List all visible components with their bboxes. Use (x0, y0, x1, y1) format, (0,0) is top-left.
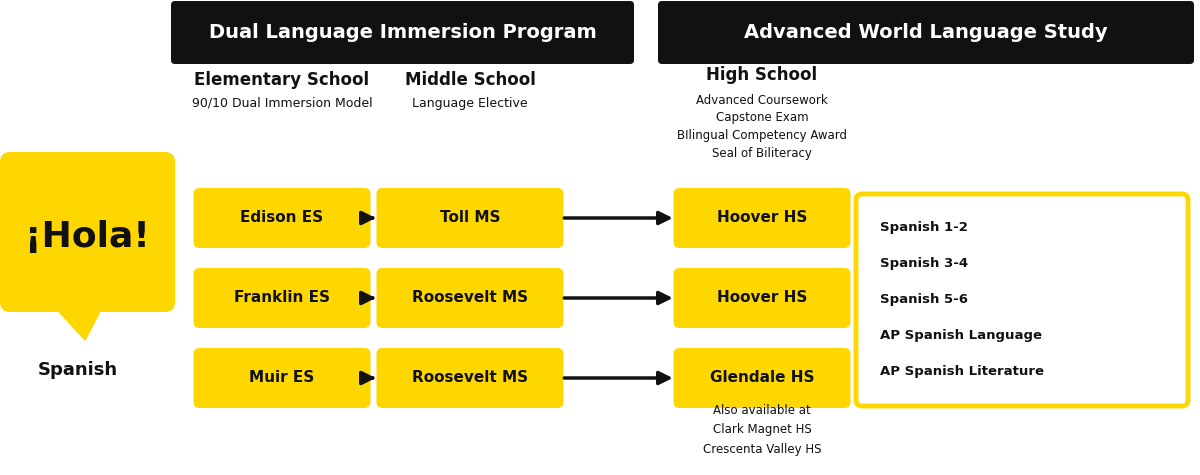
Text: High School: High School (707, 66, 817, 84)
Text: Franklin ES: Franklin ES (234, 291, 330, 305)
Text: AP Spanish Literature: AP Spanish Literature (880, 365, 1044, 379)
Text: BIlingual Competency Award: BIlingual Competency Award (677, 130, 847, 142)
Text: Advanced Coursework: Advanced Coursework (696, 94, 828, 106)
Text: AP Spanish Language: AP Spanish Language (880, 330, 1042, 342)
FancyBboxPatch shape (658, 1, 1194, 64)
Text: Clark Magnet HS: Clark Magnet HS (713, 424, 811, 437)
Text: Roosevelt MS: Roosevelt MS (412, 291, 528, 305)
FancyBboxPatch shape (0, 152, 175, 312)
Text: Advanced World Language Study: Advanced World Language Study (744, 23, 1108, 42)
Text: Language Elective: Language Elective (412, 96, 528, 110)
FancyBboxPatch shape (673, 348, 851, 408)
Text: Spanish 1-2: Spanish 1-2 (880, 221, 968, 235)
Text: Elementary School: Elementary School (194, 71, 370, 89)
FancyBboxPatch shape (377, 268, 564, 328)
Text: Capstone Exam: Capstone Exam (715, 112, 809, 124)
FancyBboxPatch shape (377, 348, 564, 408)
Text: Also available at: Also available at (713, 403, 811, 417)
FancyBboxPatch shape (172, 1, 634, 64)
Text: Seal of Biliteracy: Seal of Biliteracy (712, 148, 812, 161)
Text: Crescenta Valley HS: Crescenta Valley HS (703, 444, 821, 456)
Text: Hoover HS: Hoover HS (716, 210, 808, 226)
FancyBboxPatch shape (673, 188, 851, 248)
FancyBboxPatch shape (193, 188, 371, 248)
FancyBboxPatch shape (673, 268, 851, 328)
Text: Dual Language Immersion Program: Dual Language Immersion Program (209, 23, 596, 42)
FancyBboxPatch shape (193, 268, 371, 328)
Text: 90/10 Dual Immersion Model: 90/10 Dual Immersion Model (192, 96, 372, 110)
FancyBboxPatch shape (856, 194, 1188, 406)
FancyBboxPatch shape (377, 188, 564, 248)
Polygon shape (50, 302, 106, 340)
Text: ¡Hola!: ¡Hola! (25, 220, 150, 254)
Text: Hoover HS: Hoover HS (716, 291, 808, 305)
Text: Muir ES: Muir ES (250, 370, 314, 386)
FancyBboxPatch shape (193, 348, 371, 408)
Text: Spanish 3-4: Spanish 3-4 (880, 257, 968, 270)
Text: Edison ES: Edison ES (240, 210, 324, 226)
Text: Toll MS: Toll MS (439, 210, 500, 226)
Text: Middle School: Middle School (404, 71, 535, 89)
Text: Glendale HS: Glendale HS (709, 370, 815, 386)
Text: Spanish: Spanish (37, 361, 118, 379)
Text: Spanish 5-6: Spanish 5-6 (880, 294, 968, 306)
Text: Roosevelt MS: Roosevelt MS (412, 370, 528, 386)
